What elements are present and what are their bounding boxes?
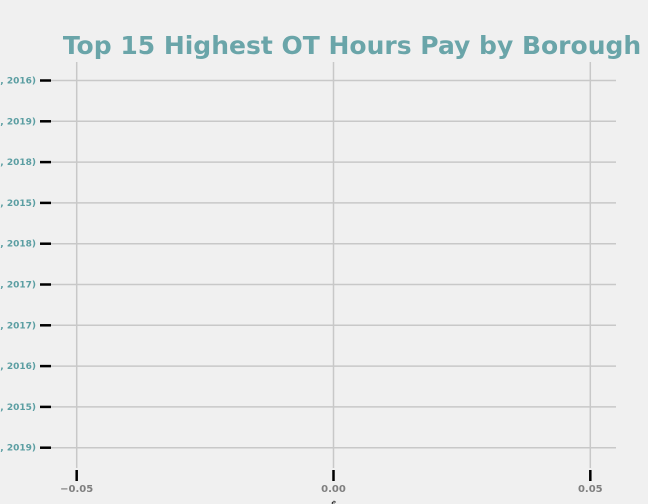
x-tick-label: −0.05 xyxy=(60,484,93,495)
y-tick-label: , 2015) xyxy=(0,199,36,209)
y-axis: , 2016) , 2019) , 2018) , 2015) , 2018) , 201… xyxy=(0,77,51,454)
y-tick-label: , 2016) xyxy=(0,77,36,87)
y-tick-label: , 2019) xyxy=(0,444,36,454)
y-tick-label: , 2016) xyxy=(0,362,36,372)
x-tick-label: 0.00 xyxy=(321,484,346,495)
grid xyxy=(51,62,616,468)
y-tick-label: , 2018) xyxy=(0,240,36,250)
chart-title: Top 15 Highest OT Hours Pay by Borough xyxy=(63,31,641,60)
y-tick-label: , 2017) xyxy=(0,281,36,291)
y-tick-label: , 2018) xyxy=(0,158,36,168)
x-axis: −0.05 0.00 0.05 xyxy=(60,470,603,495)
y-tick-label: , 2015) xyxy=(0,403,36,413)
y-tick-label: , 2017) xyxy=(0,321,36,331)
x-tick-label: 0.05 xyxy=(578,484,603,495)
y-tick-label: , 2019) xyxy=(0,117,36,127)
x-axis-label: $ xyxy=(331,500,337,504)
